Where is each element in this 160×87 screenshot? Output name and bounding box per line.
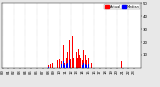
Bar: [57, 60, 58, 68]
Bar: [86, 60, 87, 68]
Bar: [75, 50, 76, 68]
Bar: [61, 61, 62, 68]
Bar: [70, 59, 71, 68]
Bar: [85, 64, 86, 68]
Bar: [82, 65, 83, 68]
Bar: [64, 65, 65, 68]
Bar: [72, 36, 73, 68]
Bar: [82, 60, 83, 68]
Bar: [79, 55, 80, 68]
Bar: [83, 63, 84, 68]
Bar: [80, 58, 81, 68]
Bar: [83, 50, 84, 68]
Bar: [64, 63, 65, 68]
Bar: [88, 64, 89, 68]
Bar: [67, 52, 68, 68]
Bar: [78, 49, 79, 68]
Legend: Actual, Median: Actual, Median: [104, 4, 140, 9]
Bar: [63, 61, 64, 68]
Bar: [48, 65, 49, 68]
Bar: [77, 58, 78, 68]
Bar: [59, 59, 60, 68]
Bar: [69, 39, 70, 68]
Bar: [85, 55, 86, 68]
Bar: [121, 61, 122, 68]
Bar: [66, 58, 67, 68]
Bar: [52, 63, 53, 68]
Bar: [74, 42, 75, 68]
Bar: [80, 64, 81, 68]
Bar: [61, 64, 62, 68]
Bar: [91, 63, 92, 68]
Bar: [76, 52, 77, 68]
Bar: [88, 58, 89, 68]
Bar: [121, 65, 122, 68]
Bar: [86, 65, 87, 68]
Bar: [50, 64, 51, 68]
Bar: [67, 63, 68, 68]
Bar: [73, 58, 74, 68]
Bar: [66, 64, 67, 68]
Bar: [63, 45, 64, 68]
